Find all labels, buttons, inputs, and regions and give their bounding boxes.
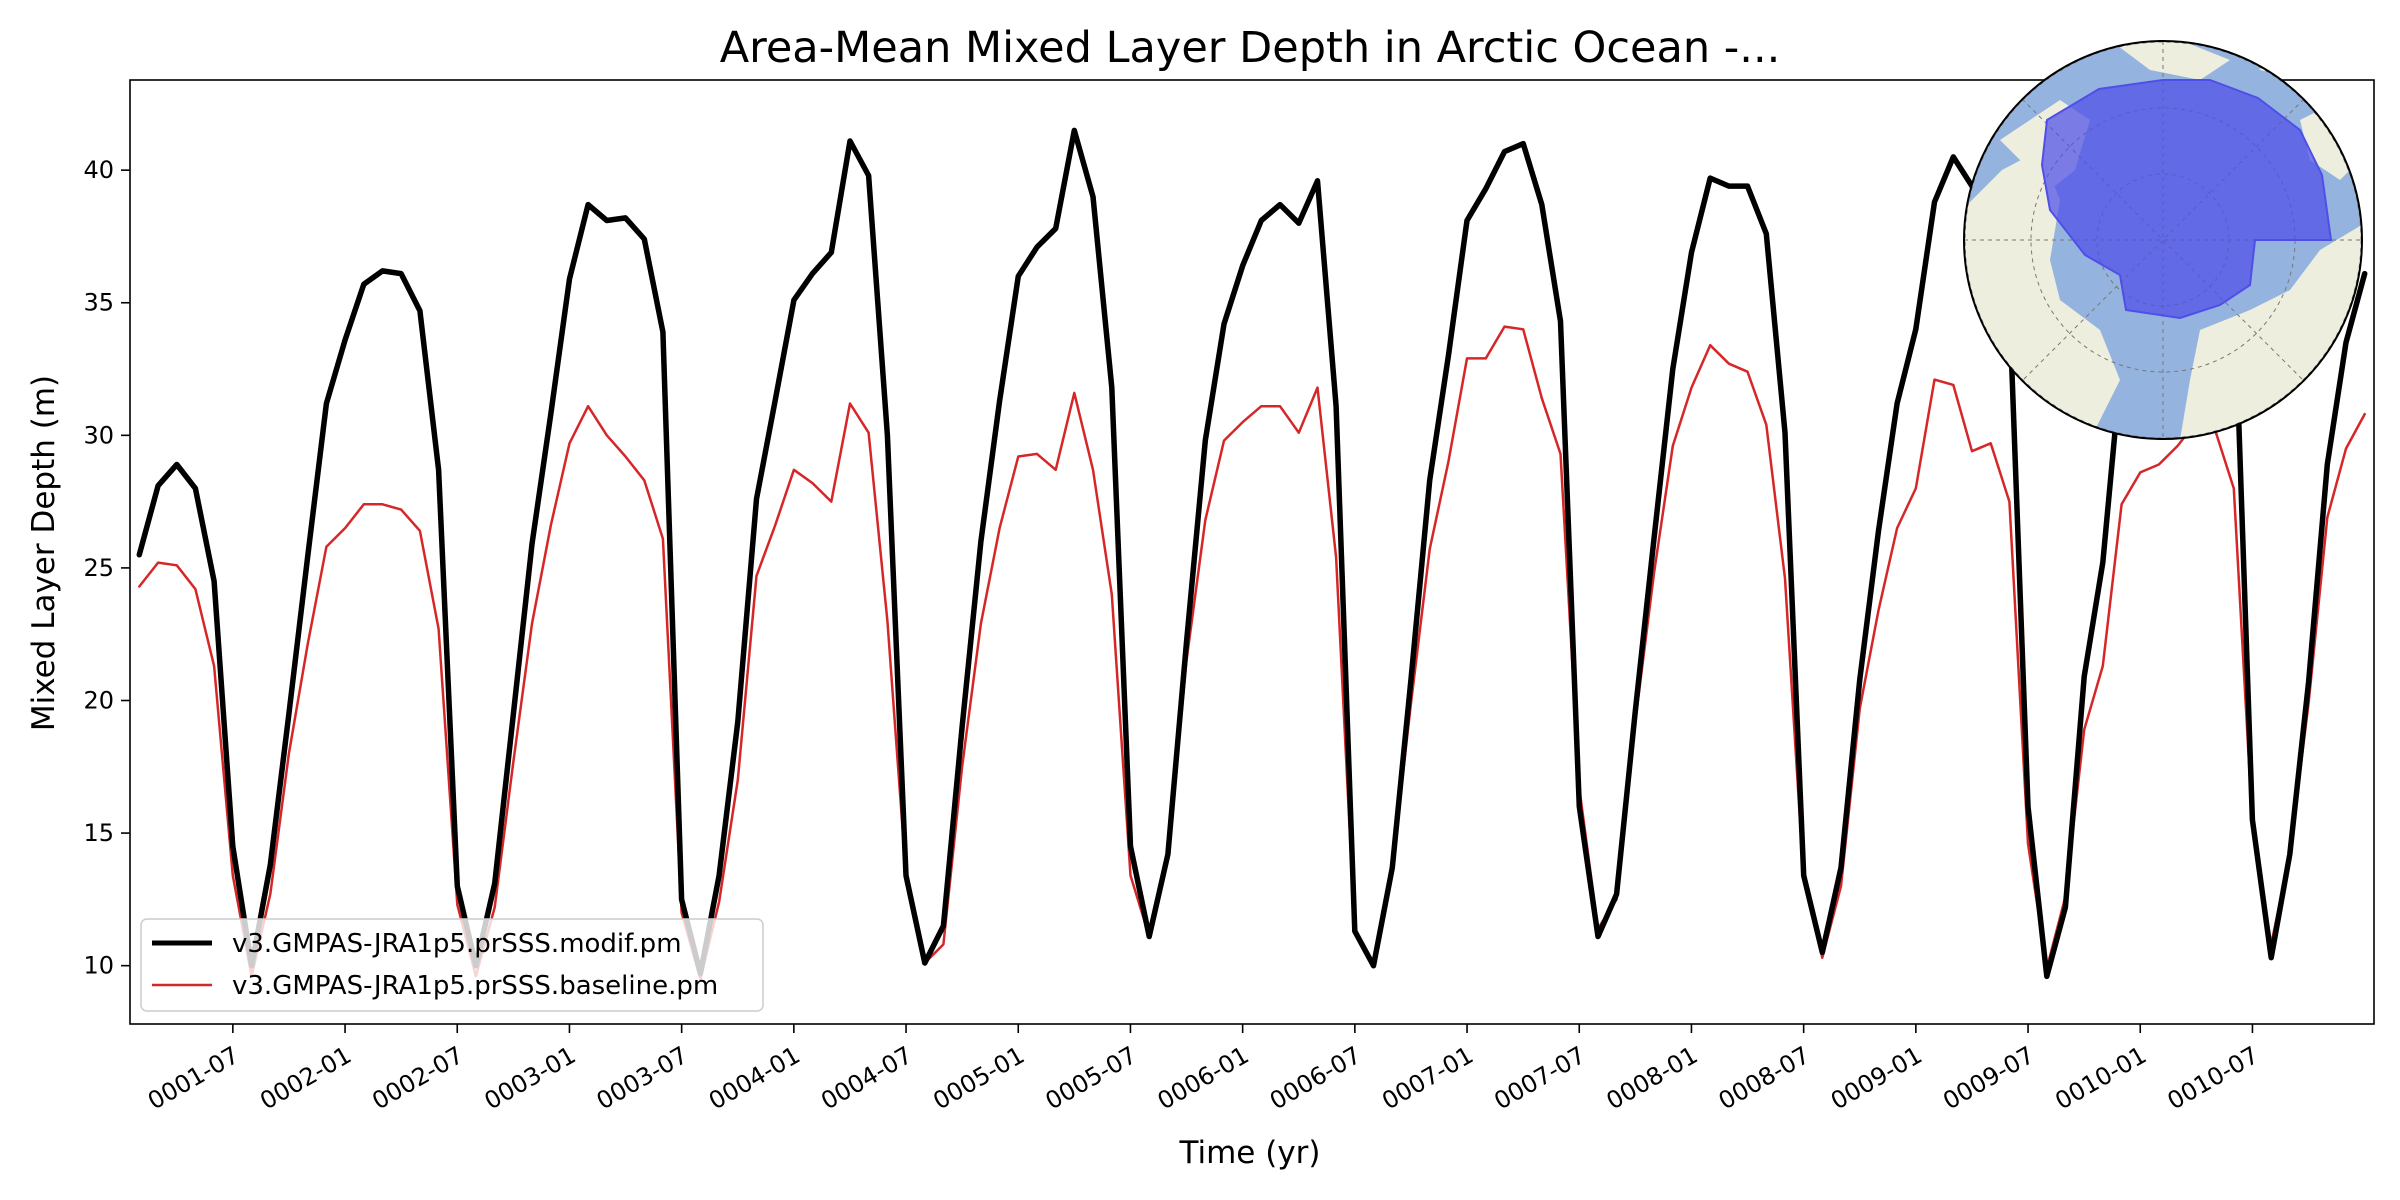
x-tick-label: 0006-07 [1265,1041,1366,1115]
y-tick-label: 10 [83,952,114,980]
legend-box [140,918,764,1012]
map-border [1963,40,2363,440]
x-tick-label: 0008-07 [1714,1041,1815,1115]
x-tick-label: 0005-01 [928,1041,1029,1115]
x-tick-label: 0001-07 [143,1041,244,1115]
y-axis-label: Mixed Layer Depth (m) [26,375,62,731]
x-tick-label: 0009-07 [1938,1041,2039,1115]
y-tick-label: 35 [83,289,114,317]
x-tick-label: 0006-01 [1153,1041,1254,1115]
x-tick-label: 0010-01 [2050,1041,2151,1115]
map-arctic-region [2040,79,2333,320]
x-tick-label: 0007-01 [1377,1041,1478,1115]
x-tick-label: 0003-01 [480,1041,581,1115]
legend-label-baseline: v3.GMPAS-JRA1p5.prSSS.baseline.pm [232,971,718,1001]
x-tick-label: 0004-01 [704,1041,805,1115]
y-tick-label: 15 [83,819,114,847]
legend: v3.GMPAS-JRA1p5.prSSS.modif.pm v3.GMPAS-… [140,918,764,1012]
x-tick-label: 0002-07 [367,1041,468,1115]
x-tick-label: 0007-07 [1489,1041,1590,1115]
x-axis-label: Time (yr) [1179,1135,1321,1171]
y-tick-label: 40 [83,156,114,184]
plot-frame [129,79,2375,1025]
y-axis: 10 15 20 25 30 35 40 [83,156,130,980]
x-tick-label: 0005-07 [1041,1041,1142,1115]
y-tick-label: 20 [83,686,114,714]
x-tick-label: 0008-01 [1602,1041,1703,1115]
legend-label-modif: v3.GMPAS-JRA1p5.prSSS.modif.pm [232,929,682,959]
series-line-baseline [138,325,2366,981]
x-tick-label: 0002-01 [255,1041,356,1115]
x-tick-label: 0010-07 [2163,1041,2264,1115]
chart-title: Area-Mean Mixed Layer Depth in Arctic Oc… [720,23,1781,73]
arctic-region-inset-map [1963,40,2363,440]
y-tick-label: 25 [83,554,114,582]
y-tick-label: 30 [83,421,114,449]
x-axis: 0001-07 0002-01 0002-07 0003-01 0003-07 0004-… [143,1024,2263,1115]
x-tick-label: 0004-07 [816,1041,917,1115]
x-tick-label: 0009-01 [1826,1041,1927,1115]
map-land-north-europe [2110,41,2230,80]
x-tick-label: 0003-07 [592,1041,693,1115]
